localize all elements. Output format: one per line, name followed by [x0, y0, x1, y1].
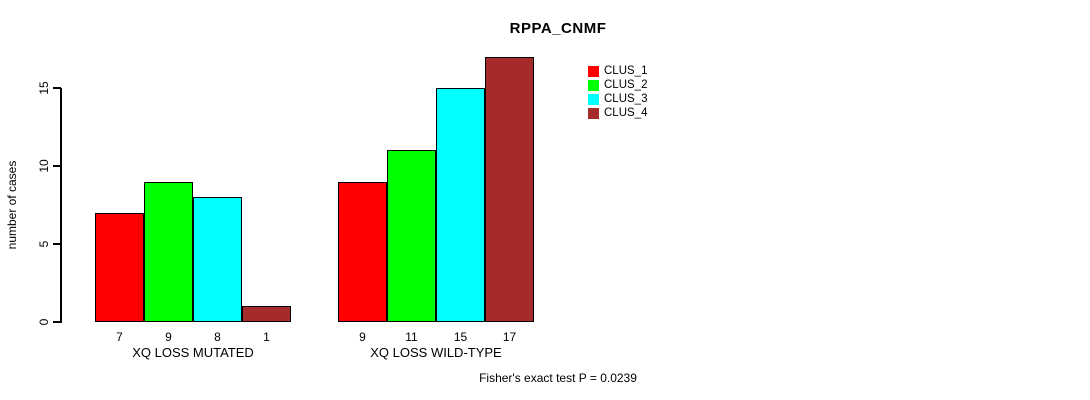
- bar-value-label-xq-loss-wild-type-clus-3: 15: [453, 330, 468, 344]
- bar-xq-loss-mutated-clus-4: [242, 306, 291, 322]
- legend-item-clus-1: CLUS_1: [588, 64, 647, 78]
- bar-value-label-xq-loss-mutated-clus-3: 8: [214, 330, 221, 344]
- bar-xq-loss-wild-type-clus-4: [485, 56, 534, 322]
- annotation-text: Fisher's exact test P = 0.0239: [479, 371, 637, 385]
- bar-xq-loss-mutated-clus-1: [95, 212, 144, 322]
- y-axis-line: [60, 88, 62, 323]
- y-axis-tick-0: [53, 321, 61, 323]
- x-group-label-xq-loss-wild-type: XQ LOSS WILD-TYPE: [370, 345, 502, 360]
- bar-xq-loss-wild-type-clus-1: [338, 181, 387, 322]
- bar-value-label-xq-loss-mutated-clus-1: 7: [116, 330, 123, 344]
- bar-value-label-xq-loss-mutated-clus-4: 1: [263, 330, 270, 344]
- y-axis-tick-15: [53, 87, 61, 89]
- legend-item-clus-4: CLUS_4: [588, 106, 647, 120]
- legend-swatch-clus-1: [588, 65, 599, 77]
- legend-swatch-clus-2: [588, 79, 599, 91]
- bar-xq-loss-mutated-clus-3: [193, 197, 242, 322]
- legend-label-clus-1: CLUS_1: [604, 64, 648, 77]
- bar-value-label-xq-loss-wild-type-clus-1: 9: [359, 330, 366, 344]
- legend-swatch-clus-3: [588, 93, 599, 105]
- y-axis-tick-label-5: 5: [37, 240, 51, 248]
- chart-title: RPPA_CNMF: [509, 20, 607, 37]
- bar-xq-loss-mutated-clus-2: [144, 181, 193, 322]
- y-axis-tick-10: [53, 165, 61, 167]
- bar-xq-loss-wild-type-clus-2: [387, 150, 436, 322]
- x-group-label-xq-loss-mutated: XQ LOSS MUTATED: [132, 345, 254, 360]
- y-axis-tick-label-10: 10: [37, 159, 51, 173]
- y-axis-tick-label-15: 15: [37, 81, 51, 95]
- bar-xq-loss-wild-type-clus-3: [436, 88, 485, 322]
- legend-label-clus-2: CLUS_2: [604, 78, 648, 91]
- bar-value-label-xq-loss-mutated-clus-2: 9: [165, 330, 172, 344]
- legend-label-clus-4: CLUS_4: [604, 106, 648, 119]
- legend-item-clus-2: CLUS_2: [588, 78, 647, 92]
- y-axis-tick-label-0: 0: [37, 318, 51, 326]
- legend-label-clus-3: CLUS_3: [604, 92, 648, 105]
- bar-value-label-xq-loss-wild-type-clus-2: 11: [405, 330, 418, 344]
- y-axis-title: number of cases: [5, 160, 19, 250]
- bar-value-label-xq-loss-wild-type-clus-4: 17: [502, 330, 517, 344]
- y-axis-tick-5: [53, 243, 61, 245]
- legend-swatch-clus-4: [588, 107, 599, 119]
- legend: CLUS_1 CLUS_2 CLUS_3 CLUS_4: [588, 64, 647, 120]
- legend-item-clus-3: CLUS_3: [588, 92, 647, 106]
